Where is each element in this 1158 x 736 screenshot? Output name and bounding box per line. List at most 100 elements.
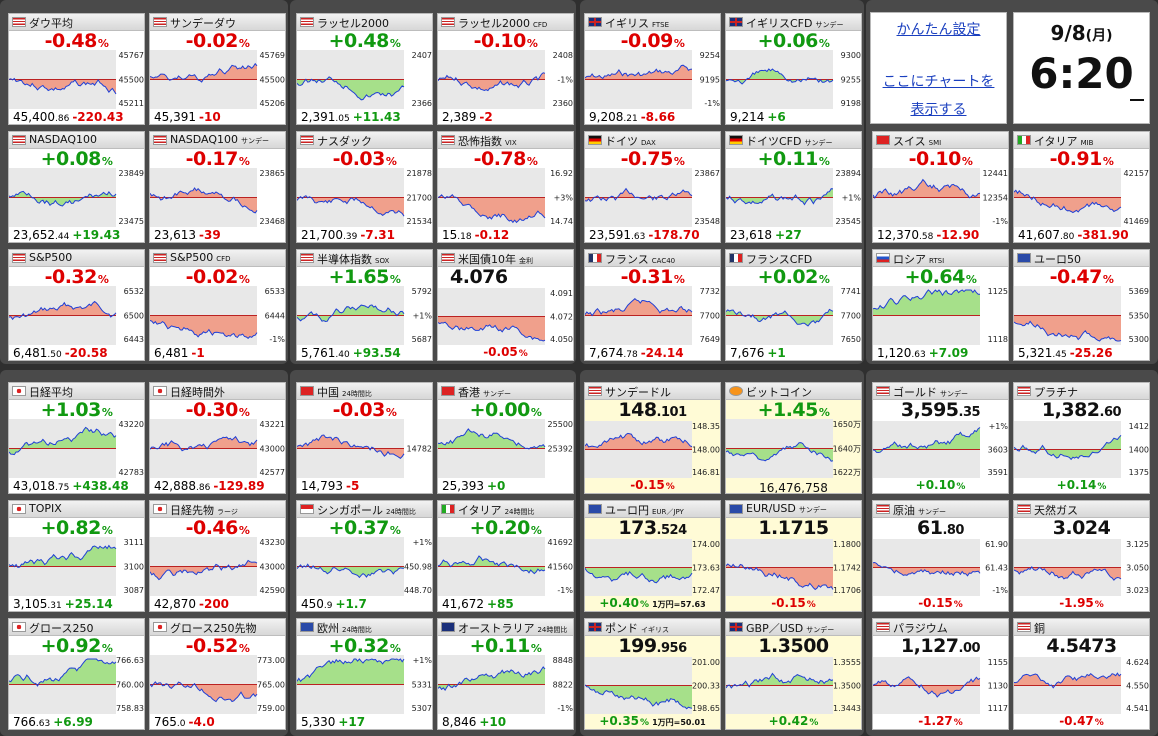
tile-header: S&P500 [9, 250, 144, 267]
quote-tile-4[interactable]: プラチナ 1,382.60 1412 1400 1375 +0.14% [1013, 382, 1150, 494]
market-tile-13[interactable]: スイス SMI -0.10% 12441 12354 -1% 12,370.58 -12.90 [872, 131, 1009, 243]
price-decimal: .524 [656, 523, 688, 538]
instrument-subtitle: サンデー [918, 508, 946, 516]
market-tile-31[interactable]: グロース250先物 -0.52% 773.00 765.00 759.00 765.0 -4… [149, 618, 286, 730]
market-tile-28[interactable]: シンガポール 24時間比 +0.37% +1% 450.98 448.70 450.9 +1.… [296, 500, 433, 612]
series-line [297, 195, 405, 217]
market-tile-us10y[interactable]: 米国債10年 金利 4.076 4.091 4.072 4.050 -0.05% [437, 249, 574, 361]
series-line [726, 68, 834, 85]
market-tile-20[interactable]: ロシア RTSI +0.64% 1125 1118 1,120.63 +7.09 [872, 249, 1009, 361]
instrument-subtitle: ラージ [217, 508, 238, 516]
market-tile-2[interactable]: サンデーダウ -0.02% 45769 45500 45206 45,391 -10 [149, 13, 286, 125]
axis-tick-label: 3100 [124, 563, 144, 572]
market-tile-18[interactable]: フランス CAC40 -0.31% 7732 7700 7649 7,674.78 -24.1… [584, 249, 721, 361]
quote-tile-8[interactable]: 天然ガス 3.024 3.125 3.050 3.023 -1.95% [1013, 500, 1150, 612]
price-decimal: .50 [47, 350, 62, 360]
tile-header: イギリスCFD サンデー [726, 14, 861, 31]
quote-tile-6[interactable]: EUR/USD サンデー 1.1715 1.1800 1.1742 1.1706 -0.15… [725, 500, 862, 612]
series-fill [873, 179, 980, 198]
sg-flag-icon [300, 504, 314, 514]
market-tile-32[interactable]: 欧州 24時間比 +0.32% +1% 5331 5307 5,330 +17 [296, 618, 433, 730]
price-integer: 7,676 [730, 346, 765, 360]
quote-tile-10[interactable]: GBP／USD サンデー 1.3500 1.3555 1.3500 1.3443 +0.42… [725, 618, 862, 730]
price-change: -2 [479, 110, 493, 124]
market-tile-6[interactable]: イギリスCFD サンデー +0.06% 9300 9255 9198 9,214 +6 [725, 13, 862, 125]
price-change: -5 [346, 479, 360, 493]
series-line [873, 427, 981, 454]
axis-tick-label: 758.83 [116, 704, 144, 713]
uk-flag-icon [588, 622, 602, 632]
market-tile-11[interactable]: ドイツ DAX -0.75% 23867 23548 23,591.63 -178.70 [584, 131, 721, 243]
quote-tile-5[interactable]: ユーロ円 EUR／JPY 173.524 174.00 173.63 172.47 +0.4… [584, 500, 721, 612]
percent-sign: % [101, 524, 113, 537]
instrument-name: 天然ガス [1034, 504, 1078, 517]
market-tile-5[interactable]: イギリス FTSE -0.09% 9254 9195 -1% 9,208.21 -8.66 [584, 13, 721, 125]
instrument-name: オーストラリア 24時間比 [458, 622, 568, 635]
show-chart-link-line1[interactable]: ここにチャートを [882, 74, 995, 90]
quote-tile-11[interactable]: パラジウム 1,127.00 1155 1130 1117 -1.27% [872, 618, 1009, 730]
market-tile-29[interactable]: イタリア 24時間比 +0.20% 41692 41560 -1% 41,672 +85 [437, 500, 574, 612]
change-percent: -0.91% [1049, 148, 1114, 170]
uk-flag-icon [588, 17, 602, 27]
market-tile-26[interactable]: TOPIX +0.82% 3111 3100 3087 3,105.31 +25.14 [8, 500, 145, 612]
percent-sign: % [389, 273, 401, 286]
percent-sign: % [101, 642, 113, 655]
axis-tick-label: 2407 [412, 51, 432, 60]
market-tile-22[interactable]: 日経平均 +1.03% 43220 42783 43,018.75 +438.48 [8, 382, 145, 494]
quote-tile-2[interactable]: ビットコイン +1.45% 1650万 1640万 1622万 16,476,758 [725, 382, 862, 494]
market-tile-19[interactable]: フランスCFD +0.02% 7741 7700 7650 7,676 +1 [725, 249, 862, 361]
change-percent: +0.20% [469, 517, 542, 539]
price-chart: 1155 1130 1117 [873, 657, 1008, 714]
percent-sign: % [238, 273, 250, 286]
market-tile-12[interactable]: ドイツCFD サンデー +0.11% 23894 +1% 23545 23,618 +27 [725, 131, 862, 243]
market-tile-16[interactable]: S&P500 CFD -0.02% 6533 6444 -1% 6,481 -1 [149, 249, 286, 361]
price-integer: 7,674 [589, 346, 624, 360]
chart-container: +1% 3603 3591 [873, 421, 1008, 478]
percent-sign: % [238, 642, 250, 655]
series-line [585, 568, 693, 584]
axis-tick-label: 6444 [265, 312, 285, 321]
axis-tick-label: 773.00 [257, 656, 285, 665]
quote-tile-1[interactable]: サンデードル 148.101 148.35 148.00 146.81 -0.15% [584, 382, 721, 494]
tile-header: 香港 サンデー [438, 383, 573, 400]
market-tile-33[interactable]: オーストラリア 24時間比 +0.11% 8848 8822 -1% 8,846 +10 [437, 618, 574, 730]
market-tile-24[interactable]: 中国 24時間比 -0.03% 14782 14,793 -5 [296, 382, 433, 494]
show-chart-link-line2[interactable]: 表示する [910, 102, 967, 118]
market-tile-1[interactable]: ダウ平均 -0.48% 45767 45500 45211 45,400.86 -220.4… [8, 13, 145, 125]
price-change: -129.89 [213, 479, 265, 493]
market-tile-7[interactable]: NASDAQ100 +0.08% 23849 23475 23,652.44 +19.43 [8, 131, 145, 243]
market-tile-17[interactable]: 半導体指数 SOX +1.65% 5792 +1% 5687 5,761.40 +93.54 [296, 249, 433, 361]
quote-tile-3[interactable]: ゴールド サンデー 3,595.35 +1% 3603 3591 +0.10% [872, 382, 1009, 494]
axis-tick-label: -1% [269, 335, 285, 344]
instrument-name: 日経平均 [29, 386, 73, 399]
chart-container: 43221 43000 42577 [150, 419, 285, 478]
market-tile-8[interactable]: NASDAQ100 サンデー -0.17% 23865 23468 23,613 -39 [149, 131, 286, 243]
market-tile-27[interactable]: 日経先物 ラージ -0.46% 43230 43000 42590 42,870 -200 [149, 500, 286, 612]
market-tile-30[interactable]: グロース250 +0.92% 766.63 760.00 758.83 766.63 +6.… [8, 618, 145, 730]
market-tile-14[interactable]: イタリア MIB -0.91% 42157 41469 41,607.80 -381.90 [1013, 131, 1150, 243]
axis-tick-label: 1.3500 [833, 682, 861, 691]
percent-sign: % [1094, 718, 1104, 728]
market-tile-15[interactable]: S&P500 -0.32% 6532 6500 6443 6,481.50 -20.58 [8, 249, 145, 361]
market-tile-25[interactable]: 香港 サンデー +0.00% 25500 25392 25,393 +0 [437, 382, 574, 494]
chart-container: 7741 7700 7650 [726, 286, 861, 345]
market-tile-10[interactable]: 恐怖指数 VIX -0.78% 16.92 +3% 14.74 15.18 -0.12 [437, 131, 574, 243]
market-tile-9[interactable]: ナスダック -0.03% 21878 21700 21534 21,700.39 -7.31 [296, 131, 433, 243]
chart-container: 16.92 +3% 14.74 [438, 168, 573, 227]
tile-header: サンデーダウ [150, 14, 285, 31]
market-tile-4[interactable]: ラッセル2000 CFD -0.10% 2408 -1% 2360 2,389 -2 [437, 13, 574, 125]
us-flag-icon [441, 135, 455, 145]
quote-tile-7[interactable]: 原油 サンデー 61.80 61.90 61.43 -1% -0.15% [872, 500, 1009, 612]
price-line: 5,330 +17 [301, 715, 365, 729]
market-tile-23[interactable]: 日経時間外 -0.30% 43221 43000 42577 42,888.86 -129.… [149, 382, 286, 494]
us-flag-icon [1017, 622, 1031, 632]
quote-tile-12[interactable]: 銅 4.5473 4.624 4.550 4.541 -0.47% [1013, 618, 1150, 730]
market-tile-3[interactable]: ラッセル2000 +0.48% 2407 2366 2,391.05 +11.43 [296, 13, 433, 125]
market-tile-21[interactable]: ユーロ50 -0.47% 5369 5350 5300 5,321.45 -25.26 [1013, 249, 1150, 361]
price-line: 1,120.63 +7.09 [877, 346, 968, 360]
quote-tile-9[interactable]: ポンド イギリス 199.956 201.00 200.33 198.65 +0.35% 1万… [584, 618, 721, 730]
simple-settings-link[interactable]: かんたん設定 [896, 22, 981, 38]
price-line: 5,761.40 +93.54 [301, 346, 401, 360]
series-fill [726, 188, 833, 205]
instrument-name: フランス CAC40 [605, 253, 676, 266]
